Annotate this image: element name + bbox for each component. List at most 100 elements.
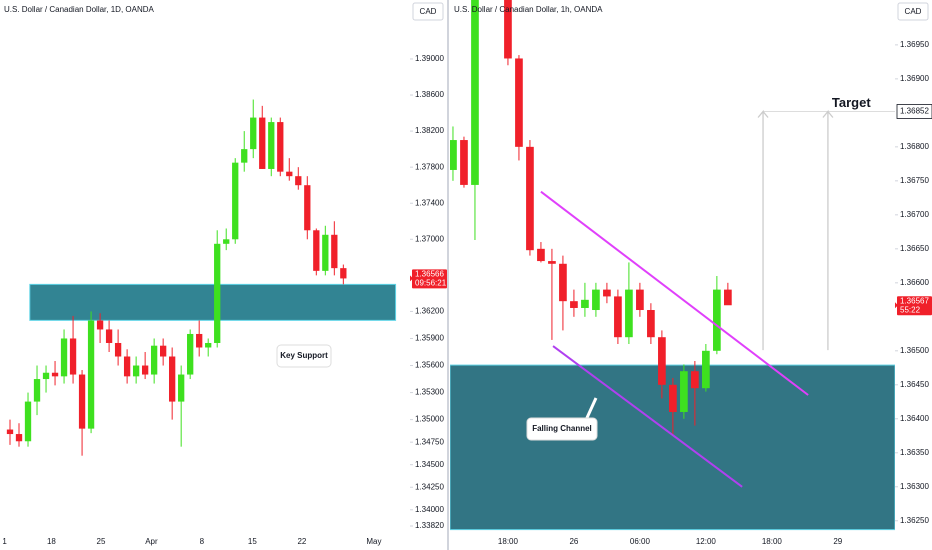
candle-body <box>33 379 41 402</box>
y-tick-label: 1.37400 <box>415 198 444 207</box>
currency-box <box>412 2 444 21</box>
plot-left <box>6 99 397 456</box>
y-tick-label: 1.39000 <box>415 54 444 63</box>
candle-body <box>669 384 677 412</box>
candle-body <box>636 289 644 311</box>
y-tick-label: 1.36750 <box>900 176 929 185</box>
candle-body <box>603 289 611 297</box>
candle-body <box>592 289 600 311</box>
currency-box <box>897 2 929 21</box>
candle-body <box>713 289 721 351</box>
candle-body <box>526 146 534 251</box>
candle-body <box>187 333 194 375</box>
candle-body <box>15 434 23 442</box>
x-tick-label: 22 <box>297 537 306 546</box>
candle-body <box>123 356 131 377</box>
y-tick-label: 1.35600 <box>415 361 444 370</box>
candle-body <box>504 0 512 59</box>
x-tick-label: 25 <box>97 537 106 546</box>
y-tick-label: 1.35900 <box>415 334 444 343</box>
candle-body <box>322 234 329 271</box>
candle-body <box>647 310 655 338</box>
x-tick-label: 18:00 <box>762 537 783 546</box>
last-price-label: 1.36566 <box>415 270 444 279</box>
plot-right: Target <box>450 0 895 531</box>
y-tick-label: 1.36600 <box>900 278 929 287</box>
candle-body <box>691 371 699 389</box>
x-tick-label: 26 <box>569 537 578 546</box>
candle-body <box>160 345 167 357</box>
chart-title: U.S. Dollar / Canadian Dollar, 1h, OANDA <box>454 5 603 14</box>
candle-body <box>614 296 622 338</box>
trendline <box>552 345 743 488</box>
target-arrow <box>822 109 834 351</box>
candle-body <box>241 149 248 163</box>
candle-body <box>581 299 589 308</box>
x-tick-label: 29 <box>833 537 842 546</box>
target-label: Target <box>832 95 871 110</box>
candle-body <box>178 374 185 402</box>
x-tick-label: 1 <box>2 537 7 546</box>
y-tick-label: 1.36350 <box>900 448 929 457</box>
y-tick-label: 1.36200 <box>415 307 444 316</box>
candle-body <box>214 243 221 343</box>
y-tick-label: 1.34750 <box>415 437 444 446</box>
x-tick-label: 06:00 <box>630 537 651 546</box>
candle-body <box>150 345 158 375</box>
y-tick-label: 1.35000 <box>415 415 444 424</box>
y-tick-label: 1.38600 <box>415 90 444 99</box>
callout-box <box>276 344 332 368</box>
y-tick-label: 1.36500 <box>900 346 929 355</box>
candle-body <box>724 289 732 306</box>
last-price-marker <box>410 275 413 282</box>
candle-body <box>223 239 230 244</box>
last-price-label: 1.36567 <box>900 296 929 305</box>
candle-body <box>87 320 95 429</box>
candle-body <box>313 230 320 271</box>
candle-body <box>340 268 347 279</box>
x-tick-label: 18 <box>47 537 56 546</box>
candle-body <box>286 171 293 177</box>
target-arrow <box>757 109 769 351</box>
x-tick-label: Apr <box>145 537 158 546</box>
y-tick-label: 1.36300 <box>900 482 929 491</box>
candle-body <box>114 342 122 357</box>
y-tick-label: 1.34500 <box>415 460 444 469</box>
callout-box <box>526 417 598 441</box>
candle-body <box>331 234 338 269</box>
target-price-box <box>896 104 932 119</box>
y-tick-label: 1.36700 <box>900 210 929 219</box>
candle-body <box>205 342 212 348</box>
annotation: Key Support <box>280 351 328 360</box>
candle-body <box>450 140 457 170</box>
candle-body <box>658 337 666 385</box>
y-tick-label: 1.37000 <box>415 234 444 243</box>
candle-body <box>295 176 302 186</box>
countdown-label: 09:56:21 <box>415 279 447 288</box>
y-tick-label: 1.35300 <box>415 388 444 397</box>
candle-body <box>24 401 32 442</box>
candle-body <box>60 338 68 377</box>
currency-label: CAD <box>905 7 922 16</box>
candle-body <box>232 162 239 240</box>
candle-body <box>460 140 468 185</box>
last-price-marker <box>895 302 898 309</box>
candle-body <box>625 289 633 338</box>
candle-body <box>537 248 545 262</box>
x-tick-label: 12:00 <box>696 537 717 546</box>
target-price-label: 1.36852 <box>900 107 929 116</box>
candle-body <box>277 122 284 172</box>
candle-body <box>96 320 104 330</box>
candle-body <box>548 261 556 264</box>
candle-body <box>6 429 14 435</box>
x-tick-label: May <box>366 537 381 546</box>
y-tick-label: 1.36650 <box>900 244 929 253</box>
candle-body <box>42 372 50 380</box>
candle-body <box>196 333 203 348</box>
candle-body <box>51 372 59 377</box>
candle-body <box>132 365 140 377</box>
y-tick-label: 1.36400 <box>900 414 929 423</box>
candle-body <box>559 263 567 302</box>
